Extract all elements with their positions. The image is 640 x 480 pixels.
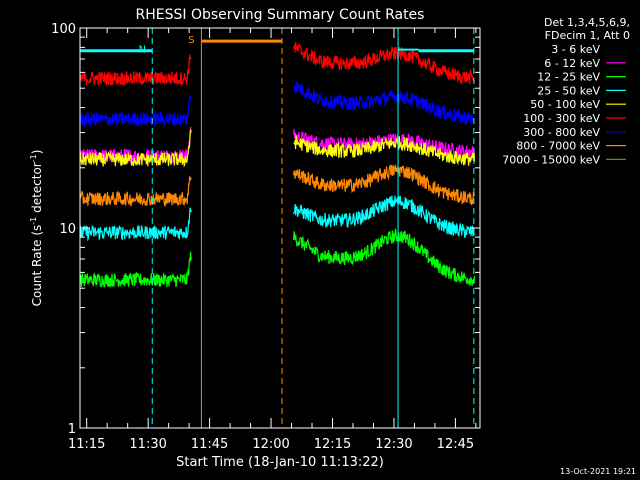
series-300-800-kev: [79, 81, 476, 128]
series-line-segment: [293, 228, 476, 287]
x-axis-label: Start Time (18-Jan-10 11:13:22): [176, 455, 384, 470]
series-50-100-kev: [79, 129, 476, 168]
x-tick-label: 11:45: [191, 437, 228, 452]
y-axis-label: Count Rate (s-1 detector-1): [29, 150, 44, 307]
legend-label: 50 - 100 keV: [530, 98, 600, 111]
x-tick-label: 12:30: [375, 437, 412, 452]
legend-header-line2: FDecim 1, Att 0: [545, 29, 630, 42]
legend-header-line1: Det 1,3,4,5,6,9,: [544, 16, 630, 29]
legend-label: 25 - 50 keV: [537, 84, 600, 97]
y-axis-label-end: ): [30, 150, 44, 155]
saa-flag-label: S: [188, 35, 194, 46]
series-line-segment: [293, 81, 476, 125]
series-line-segment: [79, 129, 192, 168]
legend-label: 12 - 25 keV: [537, 71, 600, 84]
night-flag-label: N: [139, 45, 146, 56]
series-line-segment: [79, 251, 192, 288]
series-800-7000-kev: [79, 164, 476, 207]
footer-timestamp: 13-Oct-2021 19:21: [560, 467, 636, 476]
y-tick-label: 1: [68, 422, 76, 437]
y-tick-label: 100: [51, 22, 76, 37]
legend-label: 7000 - 15000 keV: [502, 153, 600, 166]
legend-label: 800 - 7000 keV: [516, 140, 600, 153]
series-line-segment: [79, 54, 192, 87]
y-axis-label-mid: detector: [30, 162, 44, 217]
series-25-50-kev: [79, 195, 476, 242]
series-line-segment: [293, 164, 476, 206]
x-tick-label: 11:15: [68, 437, 105, 452]
series-line-segment: [293, 112, 476, 189]
legend-label: 300 - 800 keV: [523, 126, 600, 139]
series-12-25-kev: [79, 228, 476, 288]
series-line-segment: [79, 95, 192, 128]
y-axis-label-sup1: -1: [29, 217, 38, 225]
x-tick-label: 12:45: [437, 437, 474, 452]
series-line-segment: [293, 41, 476, 85]
chart-title: RHESSI Observing Summary Count Rates: [136, 7, 425, 23]
series-3-6-kev: [79, 112, 476, 189]
y-axis-label-sup2: -1: [29, 154, 38, 162]
legend-label: 6 - 12 keV: [544, 57, 600, 70]
x-tick-label: 12:15: [314, 437, 351, 452]
x-tick-label: 11:30: [129, 437, 166, 452]
y-axis-label-main: Count Rate (s: [30, 225, 44, 307]
legend-label: 100 - 300 keV: [523, 112, 600, 125]
legend-label: 3 - 6 keV: [551, 43, 600, 56]
axes: 1 10 100 11:15 11:30 11:45 12:00 12:15 12:30 12:4…: [51, 22, 480, 452]
x-tick-label: 12:00: [252, 437, 289, 452]
series-line-segment: [293, 195, 476, 238]
legend: Det 1,3,4,5,6,9, FDecim 1, Att 0: [544, 16, 630, 42]
series-line-segment: [79, 151, 192, 189]
series-100-300-kev: [79, 41, 476, 87]
series-line-segment: [79, 176, 192, 207]
y-tick-label: 10: [59, 222, 76, 237]
series-line-segment: [79, 207, 192, 242]
series-line-segment: [293, 134, 476, 166]
